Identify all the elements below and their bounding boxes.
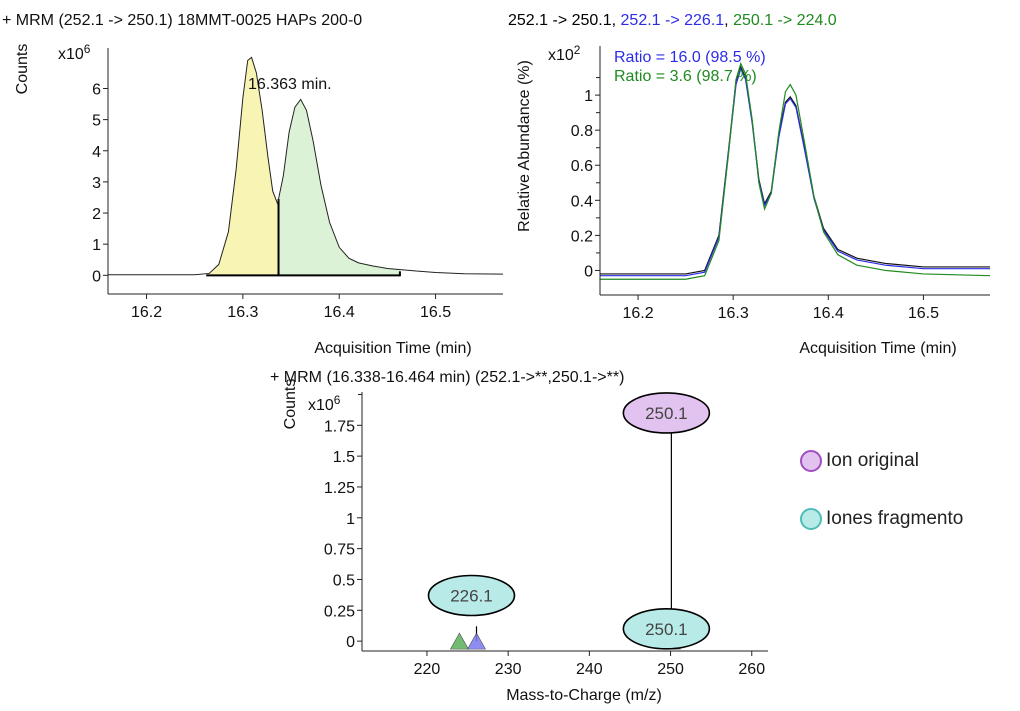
chart-title: 252.1 -> 250.1, 252.1 -> 226.1, 250.1 ->… xyxy=(508,12,837,29)
chart-title: + MRM (252.1 -> 250.1) 18MMT-0025 HAPs 2… xyxy=(2,12,362,29)
y-tick-label: 1 xyxy=(584,88,593,105)
y-tick-label: 0.8 xyxy=(571,123,593,140)
title-part-3: , xyxy=(724,12,733,29)
ion-legend: Ion original Iones fragmento xyxy=(800,440,1020,550)
x-tick-label: 16.5 xyxy=(420,304,451,321)
x-axis-label: Acquisition Time (min) xyxy=(799,340,956,357)
trace-3 xyxy=(600,61,991,280)
legend-label: Iones fragmento xyxy=(826,508,964,529)
fragment-marker xyxy=(466,632,487,650)
y-tick-label: 4 xyxy=(92,144,101,161)
peak-label: 250.1 xyxy=(645,404,688,423)
x-tick-label: 16.2 xyxy=(622,305,653,322)
y-tick-label: 0.6 xyxy=(571,158,593,175)
y-tick-label: 1.5 xyxy=(333,449,355,466)
chromatogram-trace xyxy=(108,56,504,276)
y-tick-label: 1.25 xyxy=(324,480,355,497)
y-tick-label: 0.25 xyxy=(324,603,355,620)
ratio-annotation: Ratio = 16.0 (98.5 %) xyxy=(614,49,766,66)
y-axis-label: Relative Abundance (%) xyxy=(516,60,533,232)
x-tick-label: 16.2 xyxy=(131,304,162,321)
title-part-4: 250.1 -> 224.0 xyxy=(733,12,837,29)
y-tick-label: 1 xyxy=(92,237,101,254)
y-tick-label: 0.75 xyxy=(324,542,355,559)
x-axis-label: Mass-to-Charge (m/z) xyxy=(506,687,662,704)
chromatogram-panel: + MRM (252.1 -> 250.1) 18MMT-0025 HAPs 2… xyxy=(0,0,505,362)
title-part-2: 252.1 -> 226.1 xyxy=(621,12,725,29)
y-tick-label: 6 xyxy=(92,81,101,98)
integration-region-2 xyxy=(278,99,400,276)
integration-region-1 xyxy=(206,57,279,276)
y-tick-label: 1 xyxy=(346,511,355,528)
overlay-panel: 252.1 -> 250.1, 252.1 -> 226.1, 250.1 ->… xyxy=(508,0,1020,362)
peak-label-bubble xyxy=(622,607,711,650)
y-axis-label: Counts xyxy=(282,379,299,430)
overlay-chart: 252.1 -> 250.1, 252.1 -> 226.1, 250.1 ->… xyxy=(508,12,991,357)
chromatogram-chart: + MRM (252.1 -> 250.1) 18MMT-0025 HAPs 2… xyxy=(2,12,504,357)
y-exponent: 2 xyxy=(574,43,581,57)
y-tick-label: 0 xyxy=(346,634,355,651)
y-tick-label: 0.4 xyxy=(571,193,593,210)
x-tick-label: 260 xyxy=(738,661,765,678)
spectrum-chart: + MRM (16.338-16.464 min) (252.1->**,250… xyxy=(270,369,768,704)
title-part-0: 252.1 -> 250.1 xyxy=(508,12,612,29)
y-exponent: 6 xyxy=(84,42,91,56)
legend-swatch xyxy=(800,450,822,472)
y-multiplier: x106 xyxy=(58,42,91,63)
y-tick-label: 0.2 xyxy=(571,228,593,245)
x-tick-label: 16.4 xyxy=(324,304,355,321)
y-tick-label: 3 xyxy=(92,175,101,192)
trace-1 xyxy=(600,65,990,275)
trace-2 xyxy=(600,67,990,277)
chart-title: + MRM (16.338-16.464 min) (252.1->**,250… xyxy=(270,369,624,386)
x-tick-label: 240 xyxy=(576,661,603,678)
y-axis-label: Counts xyxy=(14,44,31,95)
peak-label: 226.1 xyxy=(450,587,493,606)
ratio-annotation: Ratio = 3.6 (98.7 %) xyxy=(614,68,757,85)
legend-swatch xyxy=(800,508,822,530)
peak-label: 250.1 xyxy=(645,620,688,639)
title-part-1: , xyxy=(612,12,621,29)
x-axis-label: Acquisition Time (min) xyxy=(314,340,471,357)
legend-label: Ion original xyxy=(826,450,919,471)
fragment-marker xyxy=(449,632,469,650)
x-tick-label: 220 xyxy=(414,661,441,678)
peak-label-bubble xyxy=(622,392,711,434)
peak-label-bubble xyxy=(427,574,516,617)
legend-item-iones-fragmento: Iones fragmento xyxy=(800,508,963,530)
y-tick-label: 1.75 xyxy=(324,418,355,435)
x-tick-label: 230 xyxy=(495,661,522,678)
y-tick-label: 0 xyxy=(92,268,101,285)
x-tick-label: 250 xyxy=(657,661,684,678)
peak-annotation: 16.363 min. xyxy=(248,76,332,93)
y-tick-label: 2 xyxy=(92,206,101,223)
x-tick-label: 16.4 xyxy=(813,305,844,322)
y-multiplier: x106 xyxy=(308,393,341,414)
x-tick-label: 16.3 xyxy=(227,304,258,321)
x-tick-label: 16.5 xyxy=(908,305,939,322)
y-tick-label: 5 xyxy=(92,113,101,130)
spectrum-panel: + MRM (16.338-16.464 min) (252.1->**,250… xyxy=(268,362,778,706)
x-tick-label: 16.3 xyxy=(718,305,749,322)
legend-item-ion-original: Ion original xyxy=(800,450,919,472)
y-tick-label: 0 xyxy=(584,263,593,280)
y-multiplier: x102 xyxy=(548,43,581,64)
y-exponent: 6 xyxy=(334,393,341,407)
y-tick-label: 0.5 xyxy=(333,572,355,589)
